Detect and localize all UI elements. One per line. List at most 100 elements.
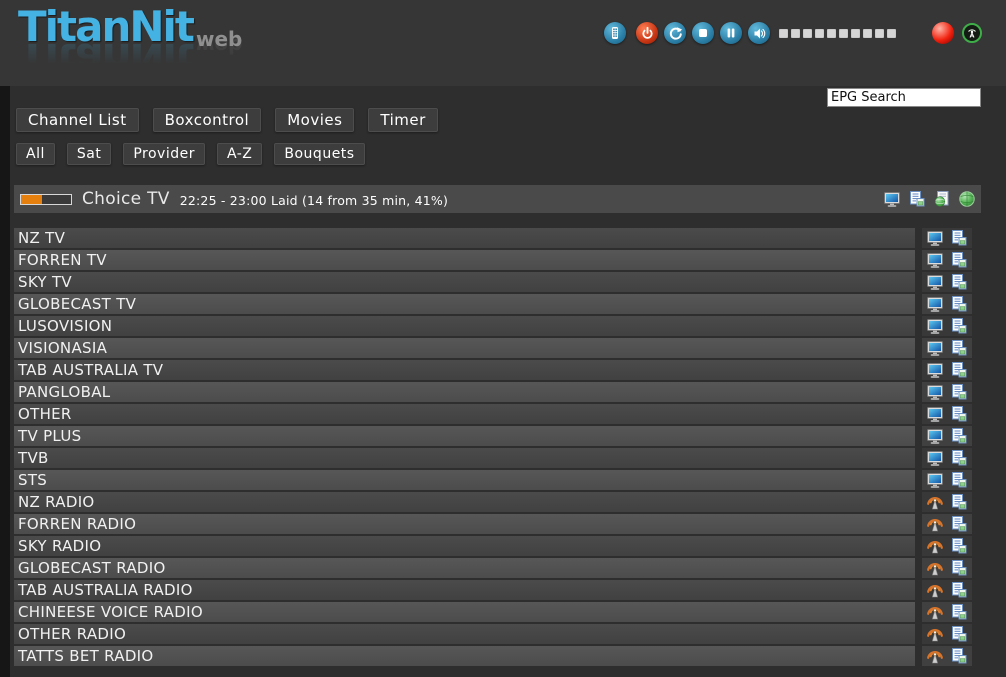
channel-row[interactable]: GLOBECAST RADIO — [14, 558, 1006, 578]
channel-row[interactable]: SKY RADIO — [14, 536, 1006, 556]
channel-name[interactable]: STS — [14, 470, 915, 490]
channel-row[interactable]: LUSOVISION — [14, 316, 1006, 336]
epg-icon[interactable] — [950, 317, 968, 335]
watch-tv-icon[interactable] — [926, 383, 944, 401]
epg-icon[interactable] — [950, 471, 968, 489]
volume-step[interactable] — [827, 28, 836, 38]
listen-radio-icon[interactable] — [926, 581, 944, 599]
channel-name[interactable]: PANGLOBAL — [14, 382, 915, 402]
volume-step[interactable] — [851, 28, 860, 38]
volume-step[interactable] — [875, 28, 884, 38]
volume-mute-icon[interactable] — [748, 22, 770, 44]
channel-row[interactable]: STS — [14, 470, 1006, 490]
channel-name[interactable]: LUSOVISION — [14, 316, 915, 336]
watch-tv-icon[interactable] — [926, 471, 944, 489]
channel-name[interactable]: FORREN TV — [14, 250, 915, 270]
channel-row[interactable]: TAB AUSTRALIA TV — [14, 360, 1006, 380]
nav-sat-button[interactable]: Sat — [66, 143, 112, 165]
epg-icon[interactable] — [950, 647, 968, 665]
channel-row[interactable]: CHINEESE VOICE RADIO — [14, 602, 1006, 622]
watch-tv-icon[interactable] — [926, 405, 944, 423]
channel-name[interactable]: TVB — [14, 448, 915, 468]
epg-icon[interactable] — [950, 405, 968, 423]
watch-tv-icon[interactable] — [926, 361, 944, 379]
watch-tv-icon[interactable] — [926, 317, 944, 335]
channel-name[interactable]: NZ RADIO — [14, 492, 915, 512]
listen-radio-icon[interactable] — [926, 515, 944, 533]
channel-name[interactable]: TAB AUSTRALIA TV — [14, 360, 915, 380]
channel-row[interactable]: OTHER RADIO — [14, 624, 1006, 644]
channel-name[interactable]: GLOBECAST TV — [14, 294, 915, 314]
listen-radio-icon[interactable] — [926, 559, 944, 577]
channel-name[interactable]: TATTS BET RADIO — [14, 646, 915, 666]
volume-step[interactable] — [779, 28, 788, 38]
epg-icon[interactable] — [950, 273, 968, 291]
channel-row[interactable]: OTHER — [14, 404, 1006, 424]
channel-name[interactable]: TV PLUS — [14, 426, 915, 446]
nav-a-z-button[interactable]: A-Z — [216, 143, 263, 165]
channel-row[interactable]: NZ RADIO — [14, 492, 1006, 512]
watch-tv-icon[interactable] — [926, 295, 944, 313]
epg-icon[interactable] — [950, 449, 968, 467]
channel-row[interactable]: TATTS BET RADIO — [14, 646, 1006, 666]
channel-row[interactable]: PANGLOBAL — [14, 382, 1006, 402]
stop-icon[interactable] — [692, 22, 714, 44]
epg-icon[interactable] — [950, 625, 968, 643]
channel-row[interactable]: FORREN RADIO — [14, 514, 1006, 534]
epg-icon[interactable] — [950, 229, 968, 247]
volume-step[interactable] — [791, 28, 800, 38]
watch-tv-icon[interactable] — [926, 449, 944, 467]
watch-tv-icon[interactable] — [926, 427, 944, 445]
epg-icon[interactable] — [950, 603, 968, 621]
watch-tv-icon[interactable] — [926, 251, 944, 269]
nav-all-button[interactable]: All — [16, 143, 55, 165]
volume-step[interactable] — [803, 28, 812, 38]
volume-step[interactable] — [863, 28, 872, 38]
watch-tv-icon[interactable] — [926, 339, 944, 357]
nav-provider-button[interactable]: Provider — [123, 143, 205, 165]
channel-name[interactable]: NZ TV — [14, 228, 915, 248]
remote-control-icon[interactable] — [604, 22, 626, 44]
epg-icon[interactable] — [950, 339, 968, 357]
channel-row[interactable]: GLOBECAST TV — [14, 294, 1006, 314]
epg-icon[interactable] — [950, 427, 968, 445]
channel-row[interactable]: TVB — [14, 448, 1006, 468]
refresh-icon[interactable] — [664, 22, 686, 44]
epg-icon[interactable] — [950, 515, 968, 533]
stream-status-icon[interactable] — [962, 23, 982, 43]
epg-icon[interactable] — [950, 251, 968, 269]
channel-row[interactable]: FORREN TV — [14, 250, 1006, 270]
channel-row[interactable]: VISIONASIA — [14, 338, 1006, 358]
nav-bouquets-button[interactable]: Bouquets — [274, 143, 365, 165]
channel-row[interactable]: TV PLUS — [14, 426, 1006, 446]
webtv-page-icon[interactable] — [933, 190, 951, 208]
nav-timer-button[interactable]: Timer — [368, 108, 438, 132]
channel-name[interactable]: VISIONASIA — [14, 338, 915, 358]
channel-name[interactable]: OTHER — [14, 404, 915, 424]
epg-icon[interactable] — [950, 295, 968, 313]
watch-tv-icon[interactable] — [926, 273, 944, 291]
epg-icon[interactable] — [950, 537, 968, 555]
nav-movies-button[interactable]: Movies — [275, 108, 355, 132]
epg-icon[interactable] — [950, 493, 968, 511]
watch-tv-icon[interactable] — [926, 229, 944, 247]
volume-step[interactable] — [815, 28, 824, 38]
tv-screen-icon[interactable] — [883, 190, 901, 208]
channel-row[interactable]: TAB AUSTRALIA RADIO — [14, 580, 1006, 600]
channel-name[interactable]: CHINEESE VOICE RADIO — [14, 602, 915, 622]
channel-name[interactable]: TAB AUSTRALIA RADIO — [14, 580, 915, 600]
channel-name[interactable]: FORREN RADIO — [14, 514, 915, 534]
channel-name[interactable]: SKY TV — [14, 272, 915, 292]
listen-radio-icon[interactable] — [926, 647, 944, 665]
power-icon[interactable] — [636, 22, 658, 44]
channel-name[interactable]: SKY RADIO — [14, 536, 915, 556]
epg-icon[interactable] — [950, 559, 968, 577]
globe-icon[interactable] — [958, 190, 976, 208]
pause-icon[interactable] — [720, 22, 742, 44]
volume-step[interactable] — [839, 28, 848, 38]
listen-radio-icon[interactable] — [926, 493, 944, 511]
channel-name[interactable]: OTHER RADIO — [14, 624, 915, 644]
volume-step[interactable] — [887, 28, 896, 38]
epg-list-icon[interactable] — [908, 190, 926, 208]
listen-radio-icon[interactable] — [926, 625, 944, 643]
